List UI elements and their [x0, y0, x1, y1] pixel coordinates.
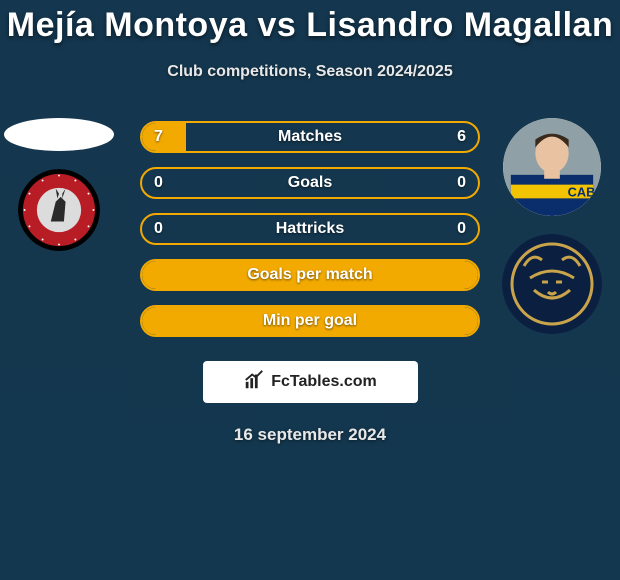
stat-label: Goals per match	[247, 266, 372, 284]
date-label: 16 september 2024	[0, 425, 620, 445]
stat-label: Goals	[288, 174, 332, 192]
stat-value-right: 0	[457, 220, 466, 238]
stat-row: 7 Matches 6	[140, 121, 480, 153]
chart-icon	[243, 369, 265, 396]
stat-label: Hattricks	[276, 220, 344, 238]
watermark: FcTables.com	[203, 361, 418, 403]
stat-value-left: 0	[154, 174, 163, 192]
stats-block: 7 Matches 6 0 Goals 0 0 Hattricks 0 Goals per mat…	[0, 121, 620, 337]
stat-row: Goals per match	[140, 259, 480, 291]
stat-label: Matches	[278, 128, 342, 146]
stat-value-right: 6	[457, 128, 466, 146]
stat-value-left: 0	[154, 220, 163, 238]
page-title: Mejía Montoya vs Lisandro Magallan	[0, 0, 620, 45]
stat-row: 0 Goals 0	[140, 167, 480, 199]
subtitle: Club competitions, Season 2024/2025	[0, 63, 620, 81]
watermark-text: FcTables.com	[271, 373, 377, 391]
stat-value-right: 0	[457, 174, 466, 192]
stat-label: Min per goal	[263, 312, 357, 330]
stat-value-left: 7	[154, 128, 163, 146]
stat-row: 0 Hattricks 0	[140, 213, 480, 245]
stat-row: Min per goal	[140, 305, 480, 337]
